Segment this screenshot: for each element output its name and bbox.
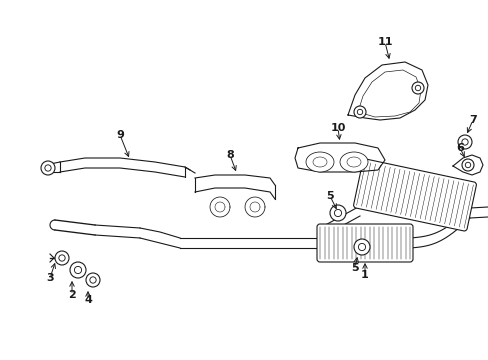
Polygon shape [294, 143, 384, 172]
Circle shape [411, 82, 423, 94]
Circle shape [353, 106, 365, 118]
Text: 3: 3 [46, 273, 54, 283]
Circle shape [414, 85, 420, 91]
Text: 5: 5 [350, 263, 358, 273]
Circle shape [45, 165, 51, 171]
Ellipse shape [339, 152, 367, 172]
Circle shape [70, 262, 86, 278]
Ellipse shape [312, 157, 326, 167]
Text: 10: 10 [329, 123, 345, 133]
Ellipse shape [305, 152, 333, 172]
Circle shape [86, 273, 100, 287]
Circle shape [90, 277, 96, 283]
Text: 5: 5 [325, 191, 333, 201]
Polygon shape [452, 155, 482, 175]
Text: 8: 8 [225, 150, 233, 160]
Ellipse shape [346, 157, 360, 167]
Circle shape [358, 243, 365, 251]
Circle shape [55, 251, 69, 265]
Text: 11: 11 [376, 37, 392, 47]
Circle shape [41, 161, 55, 175]
Circle shape [461, 159, 473, 171]
Circle shape [59, 255, 65, 261]
Circle shape [334, 210, 341, 217]
Text: 4: 4 [84, 295, 92, 305]
Text: 2: 2 [68, 290, 76, 300]
Circle shape [74, 266, 81, 274]
FancyBboxPatch shape [316, 224, 412, 262]
Circle shape [353, 239, 369, 255]
Text: 6: 6 [455, 143, 463, 153]
Circle shape [329, 205, 346, 221]
Circle shape [357, 109, 362, 115]
FancyBboxPatch shape [353, 159, 475, 231]
Text: 1: 1 [360, 270, 368, 280]
Polygon shape [347, 62, 427, 120]
Text: 9: 9 [116, 130, 123, 140]
Circle shape [457, 135, 471, 149]
Circle shape [465, 162, 470, 168]
Text: 7: 7 [468, 115, 476, 125]
Circle shape [461, 139, 467, 145]
